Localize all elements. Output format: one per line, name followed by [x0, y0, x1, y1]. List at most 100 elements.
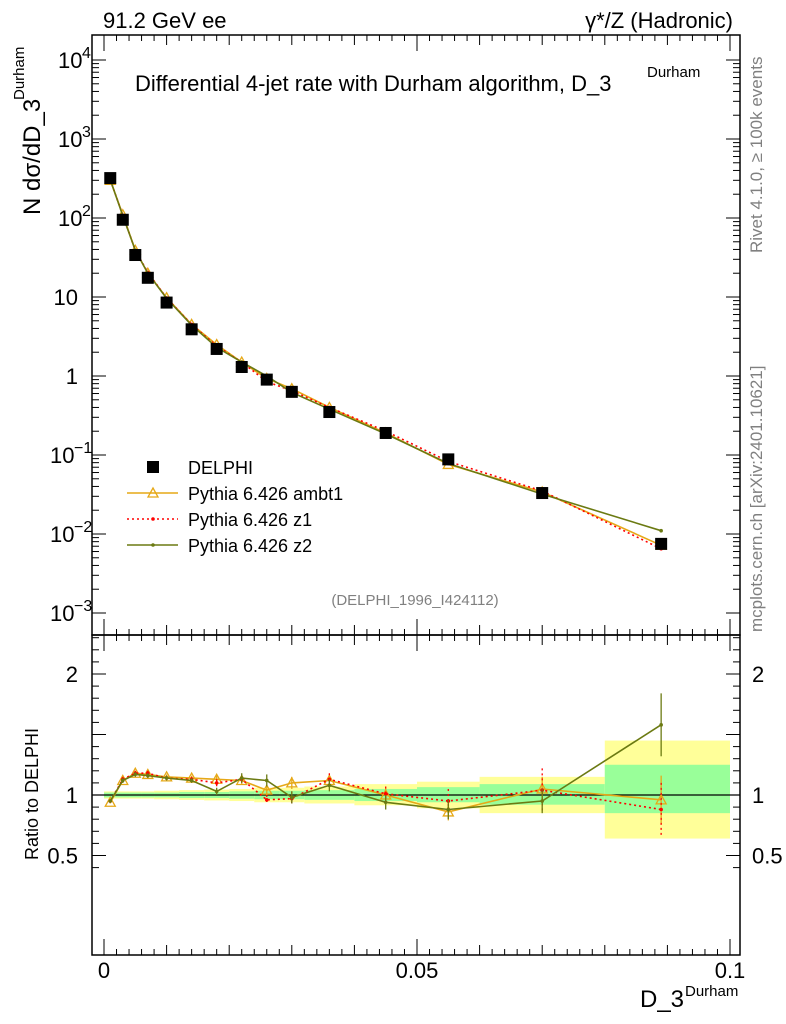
svg-text:2: 2: [82, 203, 91, 220]
ratio-marker: [120, 778, 125, 783]
svg-text:4: 4: [82, 45, 91, 62]
data-point: [285, 385, 298, 398]
ratio-series: [104, 693, 668, 837]
y-tick-label: 10 −3: [50, 598, 92, 626]
legend-square-icon: [147, 461, 159, 473]
legend-dot-icon: [151, 517, 155, 521]
ratio-tick-label-right: 2: [752, 662, 764, 687]
y-tick-label: 10 −2: [50, 519, 92, 547]
svg-text:10: 10: [54, 285, 78, 310]
x-axis-title-sup: Durham: [685, 983, 738, 1000]
data-point: [141, 271, 154, 284]
ratio-marker: [383, 791, 388, 796]
data-point: [185, 323, 198, 336]
chart-title: Differential 4-jet rate with Durham algo…: [135, 71, 611, 96]
main-series: [104, 172, 668, 551]
data-point: [442, 453, 455, 466]
svg-text:10: 10: [50, 443, 74, 468]
legend-entry-3: Pythia 6.426 z2: [127, 536, 312, 556]
svg-text:−3: −3: [74, 598, 92, 615]
svg-text:10: 10: [58, 206, 82, 231]
ratio-marker: [446, 807, 451, 812]
data-point: [536, 487, 549, 500]
y-tick-label: 1: [66, 364, 78, 389]
ratio-bands: [104, 740, 730, 839]
ratio-marker: [146, 773, 150, 778]
legend-entry-2: Pythia 6.426 z1: [127, 510, 312, 530]
data-point: [655, 537, 668, 550]
axis-ticks: [92, 35, 740, 955]
y-axis-title-sup: Durham: [11, 47, 28, 100]
svg-text:mcplots.cern.ch [arXiv:2401.10: mcplots.cern.ch [arXiv:2401.10621]: [747, 366, 766, 632]
y-tick-label: 10 4: [58, 45, 91, 73]
x-tick-label: 0: [98, 958, 110, 983]
data-point: [160, 296, 173, 309]
ratio-tick-label: 1: [66, 783, 78, 808]
legend-label: Pythia 6.426 ambt1: [188, 484, 343, 504]
ratio-axis-title: Ratio to DELPHI: [22, 728, 42, 860]
y-tick-label: 10 2: [58, 203, 91, 231]
svg-text:1: 1: [66, 364, 78, 389]
data-point: [104, 172, 117, 185]
ratio-tick-labels: 0.5 0.5 1 1 2 2: [47, 662, 782, 869]
main-line-3: [109, 179, 662, 532]
ratio-marker: [104, 795, 117, 807]
ratio-marker: [189, 778, 194, 783]
header-left: 91.2 GeV ee: [103, 8, 227, 33]
band-inner-14: [604, 764, 730, 814]
x-tick-label: 0.1: [715, 958, 746, 983]
ratio-marker: [285, 776, 298, 788]
ratio-marker: [659, 723, 663, 727]
x-axis-title: D_3: [640, 986, 684, 1013]
ratio-marker: [290, 795, 294, 800]
ratio-marker: [383, 800, 388, 805]
data-point: [323, 406, 336, 419]
legend-entry-1: Pythia 6.426 ambt1: [127, 484, 343, 504]
data-point: [116, 213, 129, 226]
svg-text:10: 10: [50, 522, 74, 547]
ratio-marker: [260, 783, 273, 795]
legend-entry-0: DELPHI: [147, 458, 253, 478]
ratio-marker: [141, 768, 154, 780]
x-tick-label: 0.05: [396, 958, 439, 983]
legend: DELPHI Pythia 6.426 ambt1 Pythia 6.426 z1 P…: [127, 458, 343, 556]
legend-label: DELPHI: [188, 458, 253, 478]
ratio-tick-label-right: 1: [752, 783, 764, 808]
ratio-marker: [133, 772, 138, 777]
svg-text:3: 3: [82, 124, 91, 141]
ratio-marker: [164, 776, 169, 780]
chart-title-sup: Durham: [647, 64, 700, 81]
y-axis-title: N dσ/dD_3: [19, 99, 46, 215]
ratio-marker: [214, 781, 219, 785]
ratio-tick-label-right: 0.5: [752, 844, 783, 869]
ratio-marker: [160, 770, 173, 782]
ratio-marker: [659, 807, 663, 812]
data-point: [260, 373, 273, 386]
ratio-tick-label: 2: [66, 662, 78, 687]
legend-label: Pythia 6.426 z1: [188, 510, 312, 530]
header-right: γ*/Z (Hadronic): [585, 8, 733, 33]
svg-text:10: 10: [58, 48, 82, 73]
analysis-id: (DELPHI_1996_I424112): [331, 592, 498, 609]
legend-label: Pythia 6.426 z2: [188, 536, 312, 556]
legend-triangle-icon: [146, 486, 160, 498]
legend-dot-icon: [151, 543, 155, 547]
ratio-marker: [264, 798, 269, 802]
ratio-marker: [327, 783, 332, 788]
data-point: [210, 342, 223, 355]
svg-text:Ratio to DELPHI: Ratio to DELPHI: [22, 728, 42, 860]
data-point: [129, 249, 142, 262]
data-point: [235, 360, 248, 373]
y-tick-label: 10 −1: [50, 440, 92, 468]
main-marker: [659, 528, 663, 533]
svg-text:Durham: Durham: [11, 47, 28, 100]
svg-text:−1: −1: [74, 440, 92, 457]
svg-text:10: 10: [58, 127, 82, 152]
ratio-marker: [540, 799, 544, 803]
data-point: [379, 426, 392, 439]
svg-text:10: 10: [50, 601, 74, 626]
ratio-marker: [239, 776, 244, 780]
ratio-tick-label: 0.5: [47, 844, 78, 869]
